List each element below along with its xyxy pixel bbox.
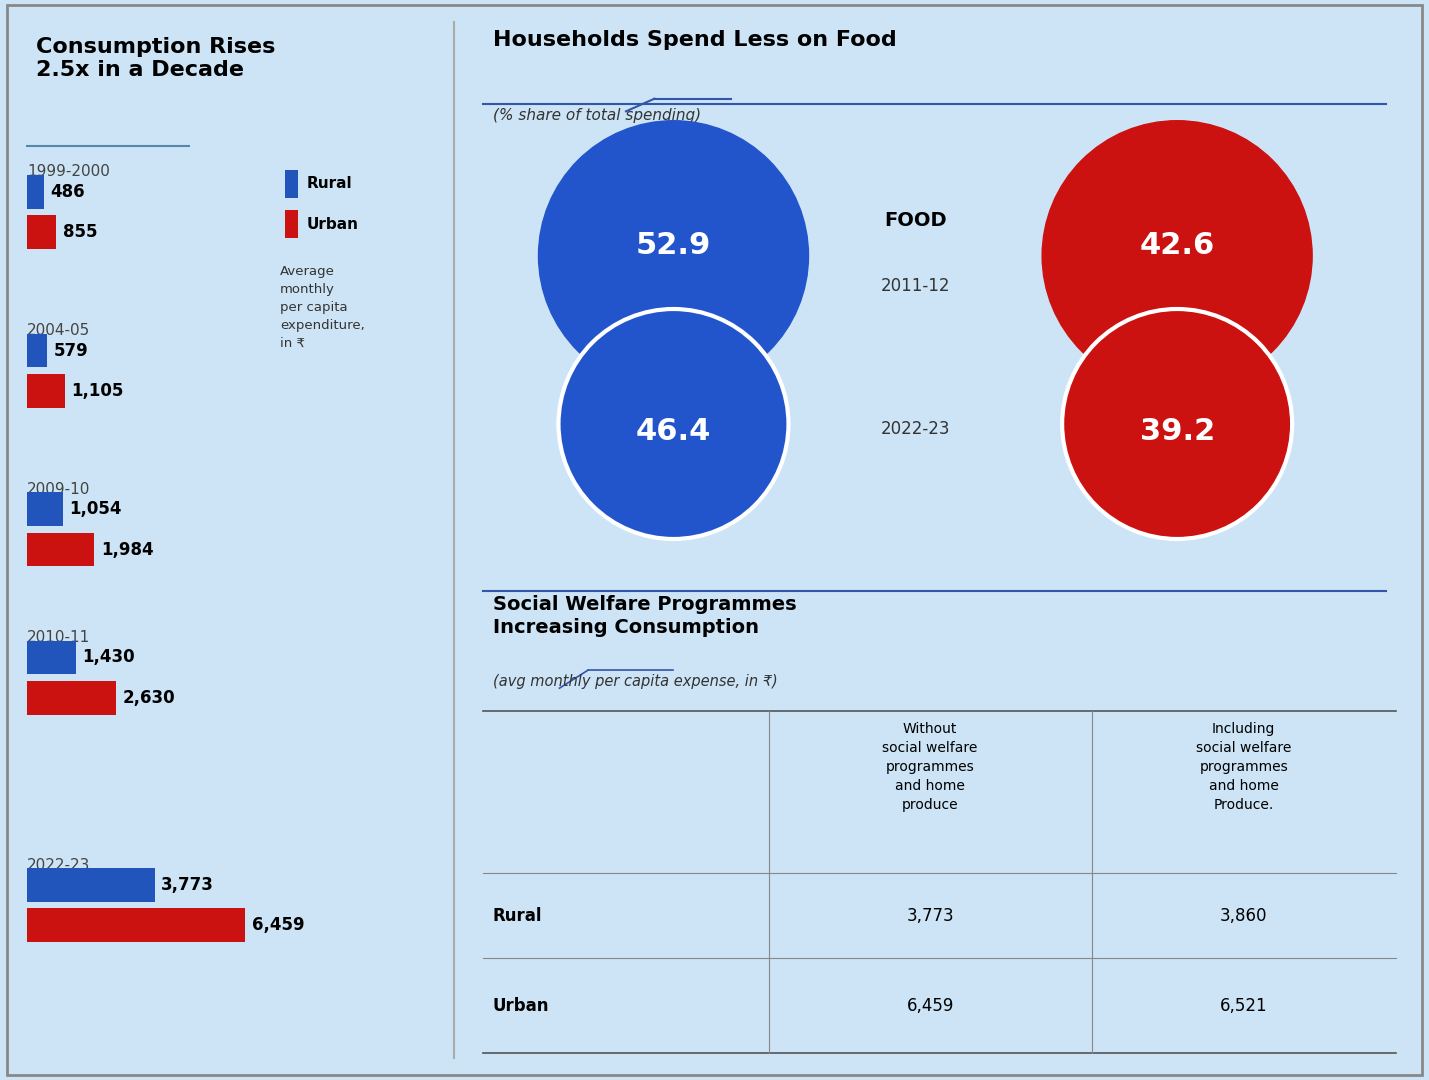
- Text: (avg monthly per capita expense, in ₹): (avg monthly per capita expense, in ₹): [493, 674, 777, 689]
- Text: 486: 486: [50, 183, 84, 201]
- Text: 855: 855: [63, 222, 97, 241]
- FancyBboxPatch shape: [27, 492, 63, 526]
- Text: 6,459: 6,459: [252, 916, 304, 934]
- Text: FOOD: FOOD: [885, 212, 947, 230]
- Circle shape: [1042, 121, 1312, 391]
- Text: 6,459: 6,459: [906, 997, 953, 1015]
- Text: 39.2: 39.2: [1139, 418, 1215, 446]
- Text: 1,105: 1,105: [71, 381, 123, 400]
- Text: Households Spend Less on Food: Households Spend Less on Food: [493, 30, 896, 50]
- FancyBboxPatch shape: [27, 532, 94, 566]
- Text: 52.9: 52.9: [636, 231, 712, 260]
- Text: 1,430: 1,430: [81, 648, 134, 666]
- Circle shape: [559, 309, 789, 539]
- Text: (% share of total spending): (% share of total spending): [493, 108, 702, 123]
- FancyBboxPatch shape: [27, 868, 154, 902]
- FancyBboxPatch shape: [27, 175, 44, 208]
- Text: 2010-11: 2010-11: [27, 630, 90, 645]
- Text: Urban: Urban: [493, 997, 549, 1015]
- Text: 2011-12: 2011-12: [882, 276, 950, 295]
- Text: Consumption Rises
2.5x in a Decade: Consumption Rises 2.5x in a Decade: [36, 37, 276, 80]
- Text: 6,521: 6,521: [1220, 997, 1268, 1015]
- Text: 2004-05: 2004-05: [27, 323, 90, 338]
- Circle shape: [1062, 309, 1292, 539]
- FancyBboxPatch shape: [284, 210, 297, 239]
- Text: 579: 579: [53, 341, 89, 360]
- Text: 2022-23: 2022-23: [882, 420, 950, 438]
- Text: Urban: Urban: [306, 217, 359, 231]
- Text: Rural: Rural: [493, 907, 543, 924]
- Text: Average
monthly
per capita
expenditure,
in ₹: Average monthly per capita expenditure, …: [280, 265, 364, 350]
- Text: 46.4: 46.4: [636, 418, 712, 446]
- Text: Rural: Rural: [306, 176, 352, 191]
- Text: 3,773: 3,773: [161, 876, 214, 894]
- FancyBboxPatch shape: [27, 640, 76, 674]
- FancyBboxPatch shape: [27, 680, 116, 715]
- Text: Without
social welfare
programmes
and home
produce: Without social welfare programmes and ho…: [882, 723, 977, 812]
- FancyBboxPatch shape: [284, 170, 297, 198]
- Text: 3,773: 3,773: [906, 907, 955, 924]
- Text: 1,054: 1,054: [70, 500, 121, 518]
- FancyBboxPatch shape: [27, 908, 246, 942]
- Text: 42.6: 42.6: [1139, 231, 1215, 260]
- Text: 2022-23: 2022-23: [27, 858, 90, 873]
- Circle shape: [539, 121, 809, 391]
- FancyBboxPatch shape: [27, 215, 56, 248]
- Text: 3,860: 3,860: [1220, 907, 1268, 924]
- Text: Social Welfare Programmes
Increasing Consumption: Social Welfare Programmes Increasing Con…: [493, 595, 796, 637]
- FancyBboxPatch shape: [27, 334, 47, 367]
- Text: 2,630: 2,630: [123, 689, 176, 706]
- Text: 1999-2000: 1999-2000: [27, 164, 110, 179]
- FancyBboxPatch shape: [27, 374, 64, 407]
- Text: Including
social welfare
programmes
and home
Produce.: Including social welfare programmes and …: [1196, 723, 1292, 812]
- Text: 2009-10: 2009-10: [27, 482, 90, 497]
- Text: 1,984: 1,984: [101, 540, 153, 558]
